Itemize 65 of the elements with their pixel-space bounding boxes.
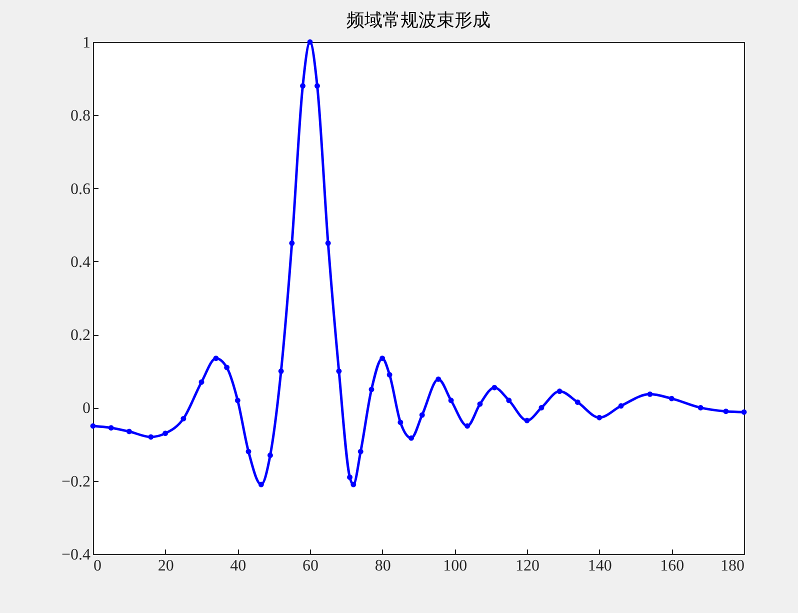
point xyxy=(289,240,295,246)
y-tick-label: 0.2 xyxy=(70,327,90,344)
point xyxy=(668,396,674,402)
point xyxy=(347,474,353,480)
point xyxy=(741,409,747,415)
point xyxy=(213,356,219,362)
point xyxy=(336,368,342,374)
point xyxy=(368,386,374,392)
point xyxy=(538,404,544,410)
y-tick-label: 0.4 xyxy=(70,254,90,271)
point xyxy=(436,376,442,382)
point xyxy=(307,39,313,45)
point xyxy=(492,384,498,390)
x-tick-label: 120 xyxy=(516,558,540,574)
x-tick-label: 20 xyxy=(158,558,174,574)
point xyxy=(246,448,252,454)
point xyxy=(108,425,114,431)
x-tick-label: 60 xyxy=(302,558,318,574)
point xyxy=(350,482,356,488)
point xyxy=(477,401,483,407)
point xyxy=(647,391,653,397)
y-tick-label: −0.4 xyxy=(61,546,90,564)
x-tick-label: 100 xyxy=(443,558,468,574)
point xyxy=(464,423,470,429)
point xyxy=(618,403,624,409)
point xyxy=(234,398,240,404)
chart-title: 频域常规波束形成 xyxy=(346,10,490,31)
point xyxy=(506,398,512,404)
point xyxy=(224,364,230,370)
point xyxy=(723,408,729,414)
point xyxy=(148,434,154,440)
point xyxy=(386,372,392,378)
y-tick-label: 0.8 xyxy=(70,108,90,125)
point xyxy=(358,448,364,454)
point xyxy=(267,452,273,458)
point xyxy=(180,416,186,422)
point xyxy=(596,414,602,420)
point xyxy=(556,388,562,394)
y-tick-label: 0.6 xyxy=(70,180,90,198)
point xyxy=(698,404,704,410)
y-tick-label: 1 xyxy=(82,34,90,52)
point xyxy=(408,435,414,441)
x-tick-label: 40 xyxy=(230,558,246,574)
x-tick-label: 0 xyxy=(94,558,102,574)
point xyxy=(398,420,404,426)
y-tick-label: 0 xyxy=(82,400,90,418)
point xyxy=(90,423,96,429)
point xyxy=(419,412,425,418)
x-tick-label: 180 xyxy=(720,558,744,574)
x-tick-label: 160 xyxy=(660,558,684,574)
y-tick-label: −0.2 xyxy=(61,473,90,490)
point xyxy=(278,368,284,374)
point xyxy=(314,83,320,89)
point xyxy=(574,399,580,405)
x-tick-label: 80 xyxy=(374,558,391,574)
point xyxy=(198,379,204,385)
point xyxy=(325,240,331,246)
point xyxy=(448,398,454,404)
x-tick-label: 140 xyxy=(588,558,612,574)
point xyxy=(162,430,168,436)
point xyxy=(126,428,132,434)
point xyxy=(524,418,530,424)
point xyxy=(300,83,306,89)
point xyxy=(380,356,386,362)
point xyxy=(258,482,264,488)
